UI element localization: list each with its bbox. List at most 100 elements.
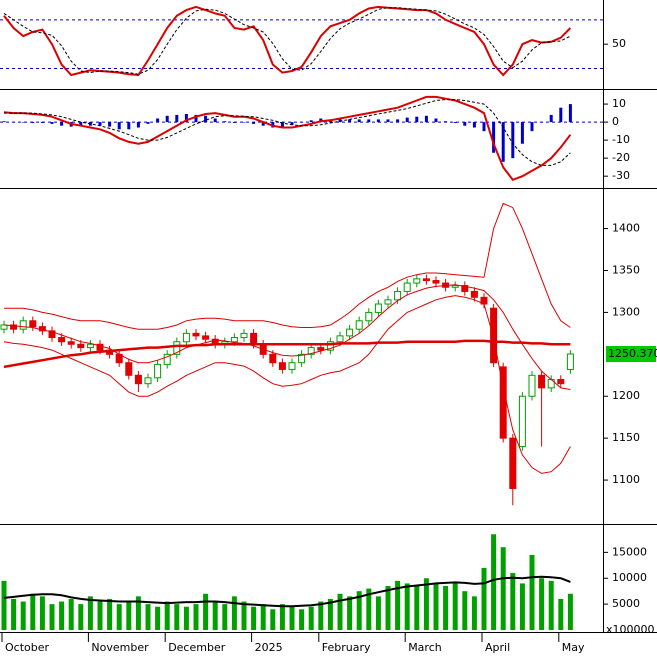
- histogram-bar: [50, 122, 54, 124]
- candle-body: [365, 311, 373, 322]
- candle-body: [182, 332, 190, 343]
- indicator-line: [3, 7, 571, 75]
- volume-bar: [471, 596, 477, 630]
- candle-body: [298, 353, 306, 364]
- histogram-bar: [424, 115, 428, 123]
- histogram-bar: [511, 122, 515, 159]
- x-tick-label: December: [168, 641, 226, 654]
- volume-bar: [395, 580, 401, 630]
- x-tick-label: February: [322, 641, 371, 654]
- indicator-line: [3, 575, 571, 608]
- candle-body: [230, 337, 238, 343]
- volume-bar: [260, 604, 266, 630]
- y-tick-label: 5000: [612, 597, 640, 610]
- volume-bar: [68, 598, 74, 630]
- volume-bar: [39, 596, 45, 630]
- histogram-bar: [415, 116, 419, 123]
- indicator-line: [3, 295, 571, 474]
- histogram-bar: [559, 107, 563, 123]
- histogram-bar: [146, 122, 150, 124]
- volume-bar: [164, 601, 170, 630]
- volume-bar: [308, 606, 314, 630]
- candle-body: [394, 290, 402, 301]
- x-tick-label: October: [5, 641, 49, 654]
- volume-bar: [279, 604, 285, 630]
- histogram-bar: [204, 115, 208, 123]
- volume-bar: [145, 604, 151, 630]
- histogram-bar: [386, 119, 390, 123]
- candle-body: [86, 343, 94, 349]
- histogram-bar: [444, 121, 448, 123]
- volume-bar: [11, 598, 17, 630]
- y-tick-label: 10000: [612, 571, 647, 584]
- candle-body: [461, 285, 469, 292]
- histogram-bar: [348, 119, 352, 123]
- volume-bar: [481, 567, 487, 630]
- histogram-bar: [213, 118, 217, 123]
- histogram-bar: [261, 122, 265, 126]
- candle-body: [432, 280, 440, 284]
- volume-bar: [126, 601, 132, 630]
- indicator-line: [4, 202, 571, 330]
- volume-bar: [299, 609, 305, 630]
- candle-body: [470, 290, 478, 298]
- volume-bar: [116, 604, 122, 630]
- y-tick-label: 1400: [612, 222, 640, 235]
- histogram-bar: [223, 121, 227, 123]
- volume-bar: [433, 583, 439, 630]
- histogram-bar: [136, 122, 140, 128]
- histogram-bar: [520, 122, 524, 144]
- histogram-bar: [367, 119, 371, 123]
- volume-bar: [251, 606, 257, 630]
- last-price-box: [606, 346, 656, 363]
- candle-body: [403, 282, 411, 292]
- histogram-bar: [2, 121, 6, 123]
- y-tick-label: -20: [612, 151, 630, 164]
- histogram-bar: [31, 122, 35, 124]
- indicator-line: [3, 339, 571, 369]
- volume-bar: [97, 601, 103, 630]
- candle-body: [557, 378, 565, 385]
- volume-bar: [107, 598, 113, 630]
- histogram-bar: [242, 122, 246, 123]
- candle-body: [509, 437, 517, 489]
- volume-bar: [87, 596, 93, 630]
- y-tick-label: 15000: [612, 545, 647, 558]
- volume-bar: [270, 609, 276, 630]
- histogram-bar: [40, 122, 44, 124]
- histogram-bar: [549, 114, 553, 123]
- histogram-bar: [376, 119, 380, 123]
- indicator-line: [3, 95, 572, 181]
- volume-bar: [347, 596, 353, 630]
- volume-bar: [404, 583, 410, 630]
- volume-bar: [443, 586, 449, 630]
- histogram-bar: [175, 114, 179, 123]
- histogram-bar: [492, 122, 496, 153]
- candle-body: [173, 341, 181, 355]
- histogram-bar: [434, 118, 438, 123]
- volume-bar: [519, 583, 525, 630]
- histogram-bar: [463, 122, 467, 126]
- histogram-bar: [127, 122, 131, 130]
- candle-body: [336, 335, 344, 343]
- volume-bar: [539, 578, 545, 630]
- histogram-bar: [60, 122, 64, 126]
- histogram-bar: [453, 122, 457, 124]
- volume-bar: [212, 601, 218, 630]
- volume-bar: [231, 596, 237, 630]
- volume-bar: [529, 554, 535, 630]
- indicator-line: [4, 99, 571, 166]
- candle-body: [0, 324, 8, 330]
- volume-bar: [558, 598, 564, 630]
- x-tick-label: 2025: [255, 641, 283, 654]
- candle-body: [326, 341, 334, 351]
- unit-label: x100000: [606, 623, 655, 636]
- volume-bar: [567, 593, 573, 630]
- volume-bar: [548, 580, 554, 630]
- y-tick-label: 1150: [612, 431, 640, 444]
- candle-body: [163, 353, 171, 365]
- volume-bar: [135, 596, 141, 630]
- candle-body: [144, 377, 152, 385]
- volume-bar: [241, 601, 247, 630]
